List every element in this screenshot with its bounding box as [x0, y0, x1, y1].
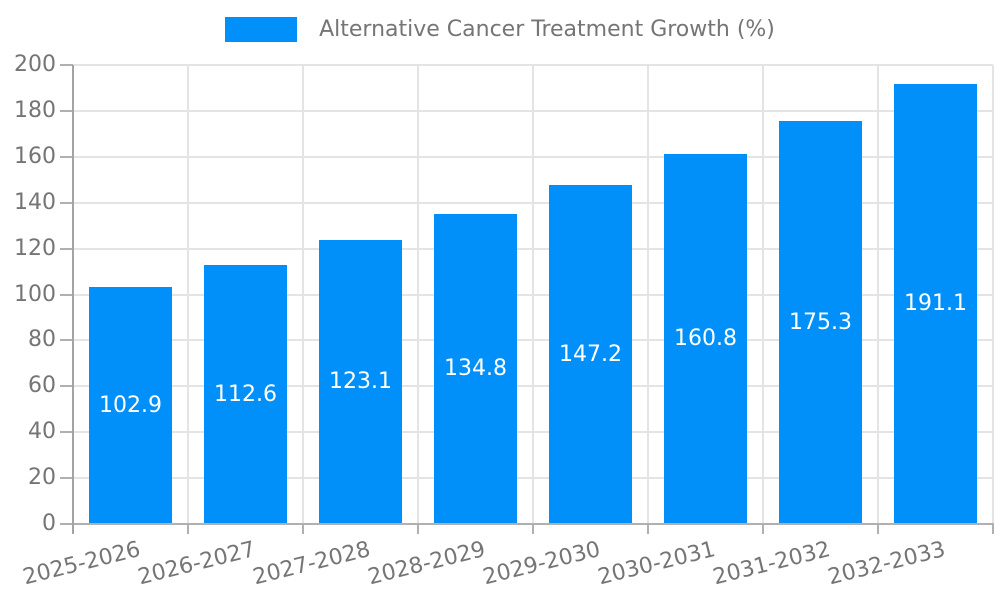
- y-axis-label: 200: [14, 52, 56, 77]
- y-tick-mark: [60, 339, 73, 342]
- y-axis-label: 160: [14, 143, 56, 169]
- plot-area: 102.9 112.6 123.1 134.8 147.2 160.8 175.3 191.1: [60, 64, 994, 534]
- y-tick-mark: [60, 201, 73, 204]
- vertical-gridline: [417, 65, 419, 524]
- legend-item[interactable]: Alternative Cancer Treatment Growth (%): [225, 17, 775, 42]
- x-axis-label: 2029-2030: [480, 537, 603, 591]
- bar-value-label: 191.1: [904, 291, 967, 316]
- vertical-gridline: [877, 65, 879, 524]
- y-tick-mark: [60, 247, 73, 250]
- y-axis-label: 140: [14, 189, 56, 215]
- bar[interactable]: 123.1: [319, 240, 402, 523]
- x-axis-label: 2027-2028: [250, 537, 373, 591]
- x-axis-label: 2030-2031: [595, 537, 718, 591]
- bar[interactable]: 147.2: [549, 185, 632, 523]
- x-tick-mark: [302, 524, 304, 534]
- y-tick-mark: [60, 293, 73, 296]
- vertical-gridline: [302, 65, 304, 524]
- y-tick-mark: [60, 64, 73, 66]
- y-axis-label: 120: [14, 235, 56, 261]
- y-tick-mark: [60, 109, 73, 112]
- legend-swatch: [225, 17, 298, 42]
- y-tick-mark: [60, 523, 73, 525]
- x-tick-mark: [187, 524, 189, 534]
- x-tick-mark: [532, 524, 534, 534]
- vertical-gridline: [187, 65, 189, 524]
- bar[interactable]: 175.3: [779, 121, 862, 523]
- vertical-gridline: [532, 65, 534, 524]
- bar[interactable]: 102.9: [89, 287, 172, 523]
- y-axis-label: 100: [14, 281, 56, 307]
- bar[interactable]: 134.8: [434, 214, 517, 523]
- x-axis-label: 2031-2032: [710, 537, 833, 591]
- x-axis-label: 2025-2026: [20, 537, 143, 591]
- x-axis-label: 2028-2029: [365, 537, 488, 591]
- y-tick-mark: [60, 155, 73, 158]
- x-axis-label: 2032-2033: [825, 537, 948, 591]
- y-axis-label: 20: [28, 465, 56, 491]
- y-tick-mark: [60, 431, 73, 434]
- y-tick-mark: [60, 477, 73, 480]
- y-axis-label: 180: [14, 97, 56, 123]
- y-axis-label: 40: [28, 419, 56, 445]
- bar[interactable]: 160.8: [664, 154, 747, 523]
- y-axis-label: 0: [42, 511, 56, 536]
- bar-value-label: 123.1: [329, 369, 392, 394]
- bar-value-label: 147.2: [559, 341, 622, 367]
- vertical-gridline: [762, 65, 764, 524]
- x-axis-label: 2026-2027: [135, 537, 258, 591]
- vertical-gridline: [647, 65, 649, 524]
- bar[interactable]: 112.6: [204, 265, 287, 523]
- legend-label: Alternative Cancer Treatment Growth (%): [319, 17, 775, 42]
- vertical-gridline: [992, 65, 994, 524]
- legend: Alternative Cancer Treatment Growth (%): [0, 17, 1000, 42]
- bar[interactable]: 191.1: [894, 84, 977, 523]
- x-tick-mark: [992, 524, 994, 534]
- bar-value-label: 134.8: [444, 356, 507, 381]
- y-tick-mark: [60, 385, 73, 388]
- y-axis-line: [72, 65, 74, 534]
- x-tick-mark: [877, 524, 879, 534]
- x-tick-mark: [647, 524, 649, 534]
- x-tick-mark: [417, 524, 419, 534]
- bar-value-label: 102.9: [99, 392, 162, 418]
- y-axis-label: 60: [28, 373, 56, 399]
- bar-value-label: 160.8: [674, 326, 737, 351]
- bar-value-label: 175.3: [789, 309, 852, 335]
- x-tick-mark: [762, 524, 764, 534]
- y-axis-label: 80: [28, 327, 56, 353]
- bar-value-label: 112.6: [214, 381, 277, 407]
- x-axis-line: [72, 523, 994, 525]
